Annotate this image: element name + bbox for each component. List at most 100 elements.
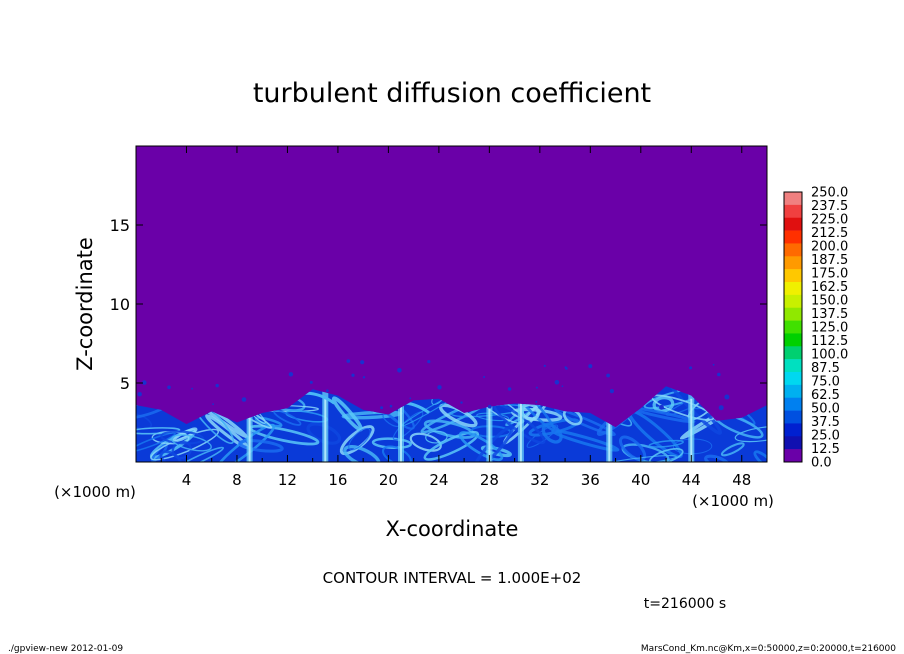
colorbar-label: 125.0 <box>811 321 848 336</box>
colorbar-swatch <box>784 384 802 399</box>
turbulence-cell <box>212 403 215 405</box>
colorbar-label: 200.0 <box>811 240 848 255</box>
turbulence-cell <box>689 366 693 370</box>
x-axis-label: X-coordinate <box>386 517 519 541</box>
updraft-core <box>608 398 611 462</box>
colorbar-swatch <box>784 256 802 270</box>
colorbar-swatch <box>784 346 802 360</box>
turbulence-cell <box>241 397 247 402</box>
y-axis: 5 10 15 <box>110 216 767 393</box>
colorbar-label: 225.0 <box>811 213 848 228</box>
turbulence-cell <box>437 385 442 390</box>
plot-area <box>135 145 768 463</box>
colorbar-label: 0.0 <box>811 456 832 471</box>
turbulence-swirl <box>720 442 745 457</box>
turbulence-swirl <box>423 430 480 461</box>
turbulence-cell <box>554 380 560 385</box>
x-tick-label: 24 <box>429 471 448 489</box>
turbulence-swirl <box>136 412 153 430</box>
turbulence-cell <box>724 394 730 400</box>
colorbar-label: 137.5 <box>811 307 848 322</box>
turbulence-cell <box>535 400 538 403</box>
turbulence-swirl <box>238 439 284 453</box>
turbulence-swirl <box>171 440 192 460</box>
turbulence-swirl <box>425 430 448 444</box>
colorbar-label: 62.5 <box>811 388 840 403</box>
colorbar-swatch <box>784 410 802 424</box>
turbulence-cell <box>564 366 567 369</box>
turbulence-swirl <box>136 427 181 435</box>
turbulence-cell <box>346 359 351 363</box>
colorbar-swatch <box>784 282 802 296</box>
turbulence-cell <box>360 360 365 365</box>
updraft-core <box>400 398 402 462</box>
turbulence-swirl <box>551 429 620 452</box>
turbulence-swirl <box>371 437 413 450</box>
updraft-core <box>324 398 327 462</box>
turbulence-cell <box>167 385 171 390</box>
turbulence-cell <box>191 387 194 390</box>
colorbar-swatch <box>784 192 802 206</box>
turbulence-cell <box>288 372 294 377</box>
turbulence-cell <box>142 380 147 385</box>
turbulence-cell <box>460 401 463 404</box>
colorbar-swatch <box>784 436 802 450</box>
turbulence-cell <box>588 364 593 369</box>
turbulence-cell <box>507 387 512 391</box>
turbulence-swirl <box>652 395 675 413</box>
updraft-core <box>248 398 251 462</box>
updraft-core <box>488 398 491 462</box>
turbulence-cell <box>718 405 724 411</box>
turbulence-cell <box>309 380 313 384</box>
turbulence-cell <box>351 373 355 377</box>
turbulence-cell <box>606 373 610 378</box>
turbulence-cell <box>483 376 486 378</box>
turbulence-cell <box>427 360 431 364</box>
turbulence-swirl <box>160 430 205 445</box>
turbulence-swirl <box>343 445 381 462</box>
colorbar-swatch <box>784 307 802 321</box>
turbulence-swirl <box>331 396 363 432</box>
chart-title: turbulent diffusion coefficient <box>253 78 651 109</box>
colorbar-label: 162.5 <box>811 280 848 295</box>
turbulence-cell <box>609 389 615 394</box>
colorbar-label: 237.5 <box>811 199 848 214</box>
turbulence-swirl <box>273 409 302 426</box>
colorbar-label: 100.0 <box>811 348 848 363</box>
turbulence-swirl <box>648 439 684 448</box>
turbulence-swirl <box>348 427 371 451</box>
colorbar-label: 37.5 <box>811 415 840 430</box>
y-tick-label: 10 <box>110 295 130 314</box>
turbulence-cell <box>362 376 366 379</box>
turbulence-swirl <box>600 455 677 462</box>
contour-interval: CONTOUR INTERVAL = 1.000E+02 <box>323 569 582 587</box>
time-label: t=216000 s <box>644 596 726 612</box>
colorbar-swatch <box>784 397 802 411</box>
y-tick-label: 5 <box>120 374 130 393</box>
turbulence-swirl <box>734 425 767 443</box>
turbulence-cell <box>397 368 402 373</box>
turbulence-cell <box>215 383 219 388</box>
turbulence-cell <box>389 404 393 408</box>
turbulence-swirl <box>554 407 616 437</box>
x-tick-label: 16 <box>328 471 347 489</box>
turbulence-cell <box>487 404 492 409</box>
turbulence-cell <box>561 385 564 388</box>
turbulence-swirl <box>171 434 212 452</box>
colorbar-label: 187.5 <box>811 253 848 268</box>
y-tick-label: 15 <box>110 216 130 235</box>
turbulence-swirl <box>753 450 767 462</box>
x-tick-label: 8 <box>232 471 242 489</box>
colorbar-swatch <box>784 320 802 334</box>
x-tick-label: 40 <box>631 471 650 489</box>
colorbar-label: 25.0 <box>811 429 840 444</box>
x-tick-label: 28 <box>480 471 499 489</box>
updraft-core <box>690 398 693 462</box>
turbulence-swirl <box>458 431 504 462</box>
colorbar-swatch <box>784 423 802 437</box>
colorbar-label: 75.0 <box>811 375 840 390</box>
x-tick-label: 12 <box>278 471 297 489</box>
turbulence-cell <box>543 364 546 367</box>
x-tick-label: 44 <box>682 471 701 489</box>
colorbar-swatch <box>784 269 802 283</box>
